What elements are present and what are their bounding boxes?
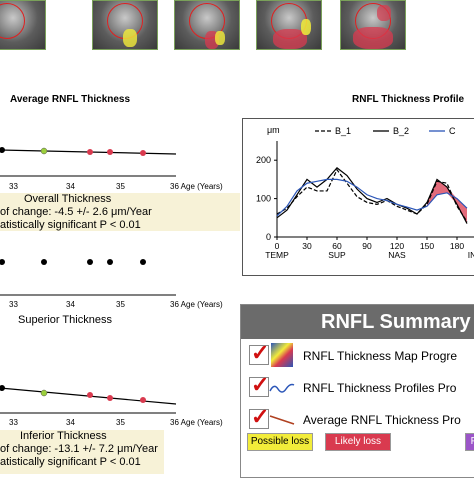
- summary-row-2: RNFL Thickness Profiles Pro: [303, 381, 457, 395]
- y-tick-label: 100: [256, 194, 271, 204]
- superior-point: [0, 259, 5, 265]
- likely-loss-region: [427, 179, 467, 224]
- legend-label: B_2: [393, 126, 409, 136]
- superior-tick-36: 36 Age (Years): [170, 300, 223, 309]
- overall-tick-33: 33: [9, 182, 18, 191]
- x-tick-label: 90: [362, 241, 372, 251]
- inferior-tick-35: 35: [116, 418, 125, 427]
- row-checkbox-2[interactable]: ✓: [249, 372, 269, 397]
- legend-extra: P: [465, 433, 474, 451]
- x-tick-label: TEMP: [265, 250, 289, 260]
- trend-line-icon: [269, 415, 295, 425]
- inferior-tick-36: 36 Age (Years): [170, 418, 223, 427]
- overall-rate: of change: -4.5 +/- 2.6 μm/Year: [0, 206, 152, 218]
- legend-likely-loss: Likely loss: [325, 433, 391, 451]
- average-rnfl-title: Average RNFL Thickness: [10, 94, 131, 105]
- fundus-thumbnail-4[interactable]: [256, 0, 322, 50]
- rnfl-profile-panel: μm 200 100 0 0 TEMP 30 60 SUP 90 120 NAS 150 180 IN B_1…: [242, 118, 474, 276]
- rnfl-profile-title: RNFL Thickness Profile: [352, 94, 465, 105]
- overall-point: [107, 149, 113, 155]
- likely-loss-overlay: [353, 27, 393, 49]
- x-tick-label: NAS: [388, 250, 406, 260]
- legend-possible-loss: Possible loss: [247, 433, 313, 451]
- x-tick-label: 30: [302, 241, 312, 251]
- legend-label: C: [449, 126, 456, 136]
- superior-tick-34: 34: [66, 300, 75, 309]
- row-checkbox-1[interactable]: ✓: [249, 340, 269, 365]
- superior-title: Superior Thickness: [18, 314, 112, 326]
- x-tick-label: 150: [420, 241, 434, 251]
- inferior-title: Inferior Thickness: [20, 430, 107, 442]
- inferior-tick-34: 34: [66, 418, 75, 427]
- fundus-thumbnail-1[interactable]: [0, 0, 46, 50]
- inferior-point: [40, 389, 48, 397]
- likely-loss-overlay: [273, 29, 307, 49]
- overall-point: [140, 150, 146, 156]
- possible-loss-overlay: [123, 29, 137, 47]
- series-line-c: [276, 178, 468, 217]
- superior-tick-35: 35: [116, 300, 125, 309]
- overall-significance: atistically significant P < 0.01: [0, 219, 141, 231]
- row-checkbox-3[interactable]: ✓: [249, 404, 269, 429]
- x-tick-label: 0: [275, 241, 280, 251]
- overall-title: Overall Thickness: [24, 193, 112, 205]
- summary-row-3: Average RNFL Thickness Pro: [303, 413, 461, 427]
- summary-title: RNFL Summary: [241, 305, 474, 339]
- summary-row-1: RNFL Thickness Map Progre: [303, 349, 458, 363]
- rnfl-summary-panel: RNFL Summary ✓ RNFL Thickness Map Progre…: [240, 304, 474, 478]
- fundus-thumbnail-2[interactable]: [92, 0, 158, 50]
- inferior-point: [87, 392, 93, 398]
- inferior-tick-33: 33: [9, 418, 18, 427]
- y-tick-label: 0: [266, 232, 271, 242]
- likely-loss-overlay: [377, 5, 391, 21]
- overall-point: [87, 149, 93, 155]
- inferior-trend-plot: [0, 385, 177, 405]
- y-tick-label: 200: [256, 155, 271, 165]
- overall-tick-35: 35: [116, 182, 125, 191]
- checkmark-icon: ✓: [251, 372, 270, 397]
- legend-label: B_1: [335, 126, 351, 136]
- overall-axis: [0, 175, 176, 177]
- superior-point: [107, 259, 113, 265]
- superior-tick-33: 33: [9, 300, 18, 309]
- superior-point: [87, 259, 93, 265]
- overall-tick-36: 36 Age (Years): [170, 182, 223, 191]
- y-axis-label: μm: [267, 125, 280, 135]
- overall-tick-34: 34: [66, 182, 75, 191]
- inferior-point: [107, 395, 113, 401]
- checkmark-icon: ✓: [251, 404, 270, 429]
- overall-point: [40, 147, 48, 155]
- overall-trend-plot: [0, 147, 177, 156]
- superior-point: [41, 259, 47, 265]
- overall-point: [0, 147, 5, 153]
- inferior-axis: [0, 412, 176, 414]
- superior-axis: [0, 294, 176, 296]
- superior-point: [140, 259, 146, 265]
- series-line-b_2: [276, 167, 468, 224]
- possible-loss-overlay: [215, 31, 225, 45]
- x-tick-label: 180: [450, 241, 464, 251]
- series-line-b_1: [276, 168, 468, 222]
- checkmark-icon: ✓: [251, 340, 270, 365]
- profile-wave-icon: [269, 383, 295, 393]
- optic-disc-ring: [0, 3, 25, 39]
- thickness-map-icon: [271, 343, 293, 367]
- x-tick-label: IN: [468, 250, 474, 260]
- inferior-significance: atistically significant P < 0.01: [0, 456, 141, 468]
- x-tick-label: SUP: [328, 250, 346, 260]
- superior-trend-plot: [0, 259, 146, 265]
- fundus-thumbnail-5[interactable]: [340, 0, 406, 50]
- x-tick-label: 60: [332, 241, 342, 251]
- fundus-thumbnail-3[interactable]: [174, 0, 240, 50]
- possible-loss-overlay: [301, 19, 311, 35]
- inferior-info-box: Inferior Thickness of change: -13.1 +/- …: [0, 430, 164, 474]
- overall-info-box: Overall Thickness of change: -4.5 +/- 2.…: [0, 193, 240, 231]
- inferior-point: [0, 385, 5, 391]
- inferior-point: [140, 397, 146, 403]
- inferior-rate: of change: -13.1 +/- 7.2 μm/Year: [0, 443, 158, 455]
- x-tick-label: 120: [390, 241, 404, 251]
